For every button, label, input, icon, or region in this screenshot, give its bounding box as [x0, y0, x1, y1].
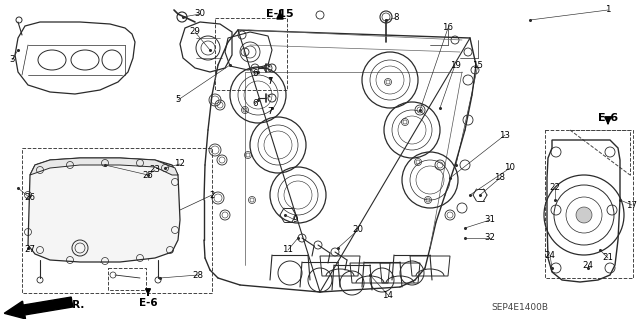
Text: 11: 11 [282, 246, 294, 255]
Text: 5: 5 [175, 95, 180, 105]
Bar [108, 268, 146, 290]
Text: 20: 20 [353, 226, 364, 234]
Text: 6: 6 [252, 70, 258, 78]
Bar [545, 130, 633, 278]
Text: 7: 7 [268, 78, 273, 86]
Text: 16: 16 [442, 24, 454, 33]
Text: 18: 18 [495, 174, 506, 182]
Text: 14: 14 [383, 291, 394, 300]
Polygon shape [30, 158, 178, 175]
Bar [215, 18, 287, 90]
Text: 32: 32 [484, 234, 495, 242]
Text: 1: 1 [605, 5, 611, 14]
Text: 8: 8 [393, 13, 399, 23]
Text: 21: 21 [602, 254, 614, 263]
Text: 27: 27 [24, 246, 35, 255]
Text: 19: 19 [449, 61, 460, 70]
Text: 29: 29 [189, 27, 200, 36]
Text: E-15: E-15 [266, 9, 294, 19]
Circle shape [576, 207, 592, 223]
Bar [22, 148, 212, 293]
Text: 26: 26 [24, 194, 35, 203]
Text: SEP4E1400B: SEP4E1400B [492, 303, 548, 313]
Text: 24: 24 [545, 250, 556, 259]
Text: 9: 9 [292, 216, 298, 225]
Text: 25: 25 [143, 170, 154, 180]
Text: 22: 22 [550, 183, 561, 192]
Text: 24: 24 [582, 261, 593, 270]
Text: 28: 28 [193, 271, 204, 279]
Text: 12: 12 [175, 160, 186, 168]
Text: 31: 31 [484, 216, 495, 225]
Text: E-6: E-6 [139, 298, 157, 308]
Text: E-6: E-6 [598, 113, 618, 123]
Text: 3: 3 [9, 56, 15, 64]
Text: 2: 2 [209, 190, 214, 199]
Polygon shape [28, 158, 180, 262]
Text: 23: 23 [150, 166, 161, 174]
Text: 15: 15 [472, 61, 483, 70]
Text: 13: 13 [499, 130, 511, 139]
Text: FR.: FR. [65, 300, 84, 310]
Text: 7: 7 [268, 108, 273, 116]
Text: 10: 10 [504, 164, 515, 173]
Text: 30: 30 [195, 10, 205, 19]
Text: 6: 6 [252, 100, 258, 108]
Text: 17: 17 [627, 201, 637, 210]
FancyArrow shape [4, 297, 73, 319]
